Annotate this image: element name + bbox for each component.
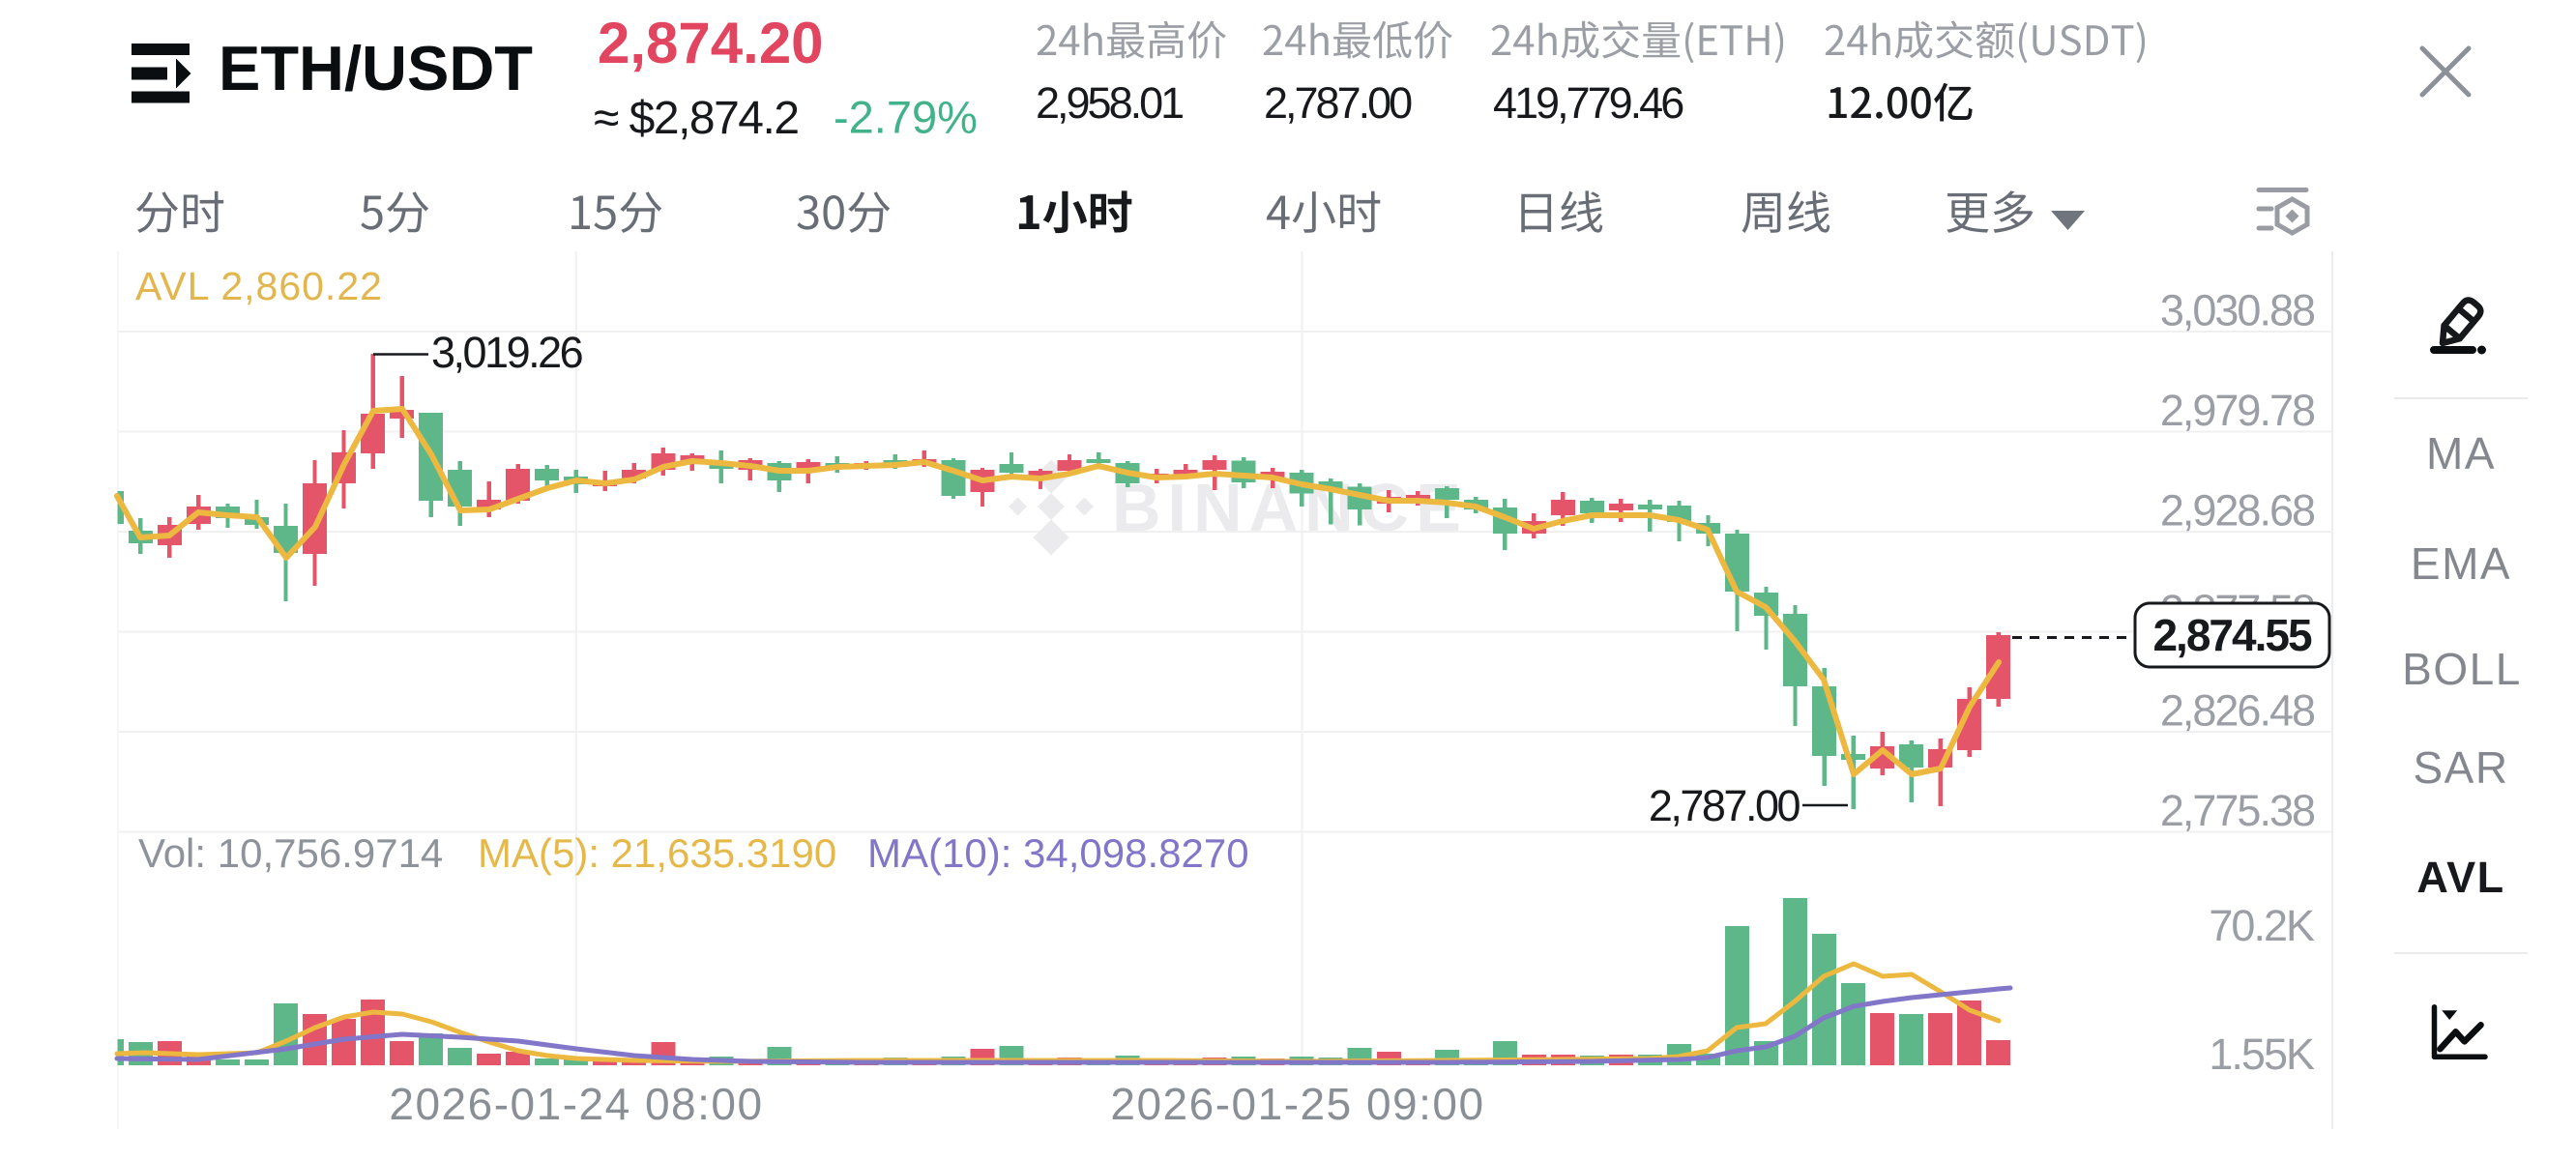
svg-text:2,979.78: 2,979.78 bbox=[2160, 386, 2315, 435]
svg-text:MA: MA bbox=[2426, 428, 2496, 478]
svg-text:MA(5): 21,635.3190: MA(5): 21,635.3190 bbox=[478, 830, 836, 876]
svg-text:2,826.48: 2,826.48 bbox=[2160, 686, 2315, 736]
svg-text:BOLL: BOLL bbox=[2402, 644, 2522, 694]
svg-text:2,928.68: 2,928.68 bbox=[2160, 486, 2315, 536]
svg-text:2026-01-25 09:00: 2026-01-25 09:00 bbox=[1110, 1079, 1484, 1129]
svg-text:≈ $2,874.2: ≈ $2,874.2 bbox=[594, 93, 799, 144]
svg-text:1.55K: 1.55K bbox=[2209, 1030, 2315, 1079]
svg-text:3,019.26: 3,019.26 bbox=[431, 328, 583, 377]
svg-text:2,874.55: 2,874.55 bbox=[2152, 610, 2311, 660]
svg-text:2,874.20: 2,874.20 bbox=[598, 11, 824, 75]
svg-text:2,775.38: 2,775.38 bbox=[2160, 786, 2315, 835]
svg-text:MA(10): 34,098.8270: MA(10): 34,098.8270 bbox=[867, 830, 1249, 876]
svg-text:70.2K: 70.2K bbox=[2209, 901, 2315, 950]
svg-text:2026-01-24 08:00: 2026-01-24 08:00 bbox=[389, 1079, 763, 1129]
svg-text:SAR: SAR bbox=[2413, 742, 2508, 793]
svg-text:AVL: AVL bbox=[2416, 853, 2504, 902]
svg-text:419,779.46: 419,779.46 bbox=[1493, 78, 1683, 128]
svg-text:ETH/USDT: ETH/USDT bbox=[219, 33, 533, 103]
svg-text:2,787.00: 2,787.00 bbox=[1649, 781, 1800, 830]
svg-text:3,030.88: 3,030.88 bbox=[2160, 286, 2315, 335]
svg-text:2,787.00: 2,787.00 bbox=[1264, 78, 1412, 128]
svg-text:-2.79%: -2.79% bbox=[834, 92, 978, 143]
svg-text:EMA: EMA bbox=[2411, 538, 2511, 589]
svg-text:Vol: 10,756.9714: Vol: 10,756.9714 bbox=[138, 830, 443, 876]
svg-text:AVL 2,860.22: AVL 2,860.22 bbox=[135, 264, 383, 308]
svg-text:2,958.01: 2,958.01 bbox=[1036, 78, 1183, 128]
